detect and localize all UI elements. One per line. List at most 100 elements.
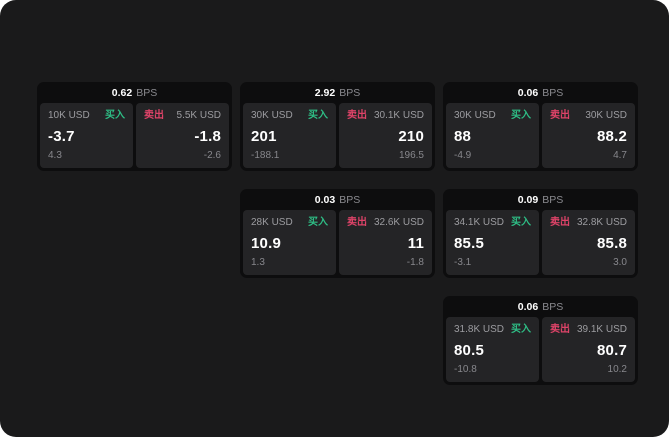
buy-top-row: 34.1K USD 买入 <box>454 217 531 229</box>
quote-card: 0.62 BPS 10K USD 买入 -3.7 4.3 卖出 5.5K USD <box>37 82 232 171</box>
bps-value: 0.06 <box>517 86 539 99</box>
sell-price: 210 <box>398 127 424 145</box>
quote-card-grid: 0.62 BPS 10K USD 买入 -3.7 4.3 卖出 5.5K USD <box>37 82 638 385</box>
bps-unit-label: BPS <box>542 300 564 313</box>
sell-price: -1.8 <box>194 127 221 145</box>
buy-sub-value: -10.8 <box>454 364 477 375</box>
sell-panel[interactable]: 卖出 32.6K USD 11 -1.8 <box>339 210 432 275</box>
sell-price: 80.7 <box>597 341 627 359</box>
sell-price: 11 <box>407 234 424 252</box>
sell-notional: 39.1K USD <box>576 324 627 335</box>
sell-panel[interactable]: 卖出 32.8K USD 85.8 3.0 <box>542 210 635 275</box>
sell-side-label: 卖出 <box>550 324 570 335</box>
buy-panel[interactable]: 10K USD 买入 -3.7 4.3 <box>40 103 133 168</box>
card-header: 0.62 BPS <box>40 82 229 103</box>
buy-side-label: 买入 <box>511 324 531 335</box>
sell-top-row: 卖出 30K USD <box>550 110 627 122</box>
sell-price: 88.2 <box>597 127 627 145</box>
buy-panel[interactable]: 30K USD 买入 201 -188.1 <box>243 103 336 168</box>
buy-notional: 30K USD <box>454 110 496 121</box>
sell-notional: 30.1K USD <box>373 110 424 121</box>
buy-price: 201 <box>251 127 277 145</box>
bps-value: 0.09 <box>517 193 539 206</box>
buy-side-label: 买入 <box>308 217 328 228</box>
buy-sub-value: -3.1 <box>454 257 472 268</box>
sell-top-row: 卖出 32.6K USD <box>347 217 424 229</box>
card-body: 10K USD 买入 -3.7 4.3 卖出 5.5K USD -1.8 -2.… <box>40 103 229 168</box>
sell-sub-value: -2.6 <box>203 150 221 161</box>
quote-card: 0.06 BPS 31.8K USD 买入 80.5 -10.8 卖出 39.1… <box>443 296 638 385</box>
sell-side-label: 卖出 <box>144 110 164 121</box>
sell-notional: 32.8K USD <box>576 217 627 228</box>
card-body: 28K USD 买入 10.9 1.3 卖出 32.6K USD 11 -1.8 <box>243 210 432 275</box>
buy-price: 80.5 <box>454 341 484 359</box>
sell-top-row: 卖出 32.8K USD <box>550 217 627 229</box>
card-header: 0.06 BPS <box>446 82 635 103</box>
quote-card: 2.92 BPS 30K USD 买入 201 -188.1 卖出 30.1K … <box>240 82 435 171</box>
sell-panel[interactable]: 卖出 30.1K USD 210 196.5 <box>339 103 432 168</box>
card-header: 0.03 BPS <box>243 189 432 210</box>
sell-panel[interactable]: 卖出 30K USD 88.2 4.7 <box>542 103 635 168</box>
bps-value: 0.62 <box>111 86 133 99</box>
buy-notional: 10K USD <box>48 110 90 121</box>
quote-card: 0.09 BPS 34.1K USD 买入 85.5 -3.1 卖出 32.8K… <box>443 189 638 278</box>
buy-sub-value: -4.9 <box>454 150 472 161</box>
sell-side-label: 卖出 <box>550 217 570 228</box>
buy-notional: 28K USD <box>251 217 293 228</box>
buy-sub-value: -188.1 <box>251 150 280 161</box>
buy-side-label: 买入 <box>511 110 531 121</box>
sell-top-row: 卖出 39.1K USD <box>550 324 627 336</box>
card-body: 34.1K USD 买入 85.5 -3.1 卖出 32.8K USD 85.8… <box>446 210 635 275</box>
quote-card: 0.03 BPS 28K USD 买入 10.9 1.3 卖出 32.6K US… <box>240 189 435 278</box>
sell-side-label: 卖出 <box>550 110 570 121</box>
card-header: 0.09 BPS <box>446 189 635 210</box>
bps-value: 0.06 <box>517 300 539 313</box>
sell-top-row: 卖出 30.1K USD <box>347 110 424 122</box>
card-header: 2.92 BPS <box>243 82 432 103</box>
sell-notional: 30K USD <box>585 110 627 121</box>
sell-side-label: 卖出 <box>347 110 367 121</box>
bps-unit-label: BPS <box>339 86 361 99</box>
buy-price: 10.9 <box>251 234 281 252</box>
sell-top-row: 卖出 5.5K USD <box>144 110 221 122</box>
buy-price: 88 <box>454 127 472 145</box>
buy-notional: 34.1K USD <box>454 217 505 228</box>
buy-side-label: 买入 <box>308 110 328 121</box>
buy-sub-value: 1.3 <box>251 257 265 268</box>
sell-panel[interactable]: 卖出 39.1K USD 80.7 10.2 <box>542 317 635 382</box>
bps-unit-label: BPS <box>339 193 361 206</box>
buy-panel[interactable]: 31.8K USD 买入 80.5 -10.8 <box>446 317 539 382</box>
sell-sub-value: 10.2 <box>607 364 627 375</box>
buy-sub-value: 4.3 <box>48 150 62 161</box>
buy-top-row: 10K USD 买入 <box>48 110 125 122</box>
sell-panel[interactable]: 卖出 5.5K USD -1.8 -2.6 <box>136 103 229 168</box>
buy-side-label: 买入 <box>105 110 125 121</box>
sell-sub-value: 4.7 <box>613 150 627 161</box>
sell-notional: 32.6K USD <box>373 217 424 228</box>
buy-panel[interactable]: 34.1K USD 买入 85.5 -3.1 <box>446 210 539 275</box>
buy-top-row: 30K USD 买入 <box>454 110 531 122</box>
sell-side-label: 卖出 <box>347 217 367 228</box>
buy-notional: 31.8K USD <box>454 324 505 335</box>
card-body: 30K USD 买入 201 -188.1 卖出 30.1K USD 210 1… <box>243 103 432 168</box>
sell-price: 85.8 <box>597 234 627 252</box>
sell-notional: 5.5K USD <box>176 110 221 121</box>
buy-price: 85.5 <box>454 234 484 252</box>
sell-sub-value: -1.8 <box>406 257 424 268</box>
bps-unit-label: BPS <box>542 193 564 206</box>
buy-notional: 30K USD <box>251 110 293 121</box>
buy-top-row: 28K USD 买入 <box>251 217 328 229</box>
bps-value: 2.92 <box>314 86 336 99</box>
bps-value: 0.03 <box>314 193 336 206</box>
card-body: 30K USD 买入 88 -4.9 卖出 30K USD 88.2 4.7 <box>446 103 635 168</box>
buy-price: -3.7 <box>48 127 75 145</box>
buy-panel[interactable]: 30K USD 买入 88 -4.9 <box>446 103 539 168</box>
buy-panel[interactable]: 28K USD 买入 10.9 1.3 <box>243 210 336 275</box>
bps-unit-label: BPS <box>542 86 564 99</box>
sell-sub-value: 196.5 <box>398 150 424 161</box>
buy-top-row: 30K USD 买入 <box>251 110 328 122</box>
bps-unit-label: BPS <box>136 86 158 99</box>
buy-top-row: 31.8K USD 买入 <box>454 324 531 336</box>
quote-card: 0.06 BPS 30K USD 买入 88 -4.9 卖出 30K USD <box>443 82 638 171</box>
card-body: 31.8K USD 买入 80.5 -10.8 卖出 39.1K USD 80.… <box>446 317 635 382</box>
